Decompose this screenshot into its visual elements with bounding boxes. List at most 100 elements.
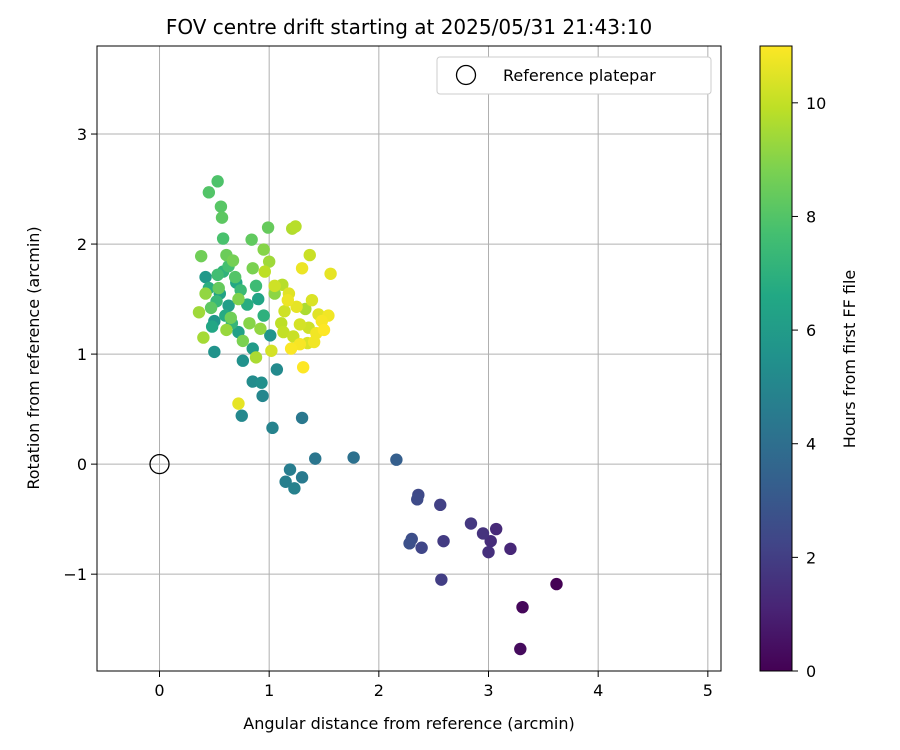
x-tick-label: 3 [483, 681, 493, 700]
data-point [415, 541, 428, 554]
data-point [295, 262, 309, 275]
y-tick-label: 0 [77, 455, 87, 474]
data-point [194, 249, 208, 263]
data-point [205, 320, 219, 333]
data-point [257, 243, 270, 256]
x-tick-label: 0 [154, 681, 164, 700]
data-point [249, 279, 263, 293]
data-point [411, 493, 424, 506]
data-point [256, 389, 269, 403]
data-point [232, 397, 245, 410]
y-tick-label: 3 [77, 125, 87, 144]
data-point [290, 300, 303, 313]
data-point [435, 573, 448, 586]
data-point [464, 517, 478, 530]
data-point [281, 293, 295, 307]
data-point [482, 545, 495, 559]
data-point [228, 270, 242, 284]
data-point [262, 255, 276, 268]
data-point [279, 475, 292, 488]
colorbar-tick-label: 6 [806, 321, 816, 340]
data-point [283, 463, 297, 476]
y-tick-label: 1 [77, 345, 87, 364]
data-point [296, 361, 310, 374]
data-point [265, 344, 278, 357]
data-point [516, 600, 529, 614]
data-point [199, 270, 212, 284]
data-point [514, 642, 527, 656]
data-point [277, 325, 290, 339]
data-point [235, 409, 248, 422]
data-point [224, 311, 237, 324]
data-point [246, 262, 259, 275]
x-tick-label: 2 [374, 681, 384, 700]
data-point [243, 317, 256, 330]
chart-title: FOV centre drift starting at 2025/05/31 … [166, 15, 652, 39]
legend-box [436, 56, 712, 95]
data-point [434, 498, 447, 512]
data-point [307, 335, 321, 349]
data-point [211, 175, 224, 188]
data-point [215, 211, 229, 224]
legend-marker-icon [455, 64, 477, 86]
data-point [268, 279, 281, 293]
data-points [192, 175, 563, 656]
data-point [214, 200, 228, 213]
data-point [211, 268, 224, 282]
x-axis-label: Angular distance from reference (arcmin) [243, 714, 574, 733]
colorbar-tick-label: 8 [806, 207, 816, 226]
plot-frame [96, 45, 722, 672]
grid-lines [97, 46, 721, 671]
data-point [347, 451, 360, 464]
data-point [289, 220, 302, 233]
legend: Reference platepar [436, 56, 712, 95]
data-point [197, 331, 210, 344]
x-tick-label: 1 [264, 681, 274, 700]
y-tick-label: −1 [63, 565, 87, 584]
data-point [204, 301, 218, 315]
data-point [258, 265, 271, 278]
data-point [390, 453, 403, 466]
data-point [252, 292, 265, 306]
data-point [489, 522, 503, 536]
data-point [550, 577, 563, 591]
data-point [236, 354, 250, 367]
data-point [216, 232, 230, 245]
data-point [403, 537, 416, 550]
data-point [254, 322, 267, 335]
data-point [293, 318, 307, 331]
data-point [226, 254, 240, 267]
data-point [212, 281, 225, 295]
colorbar-label: Hours from first FF file [840, 270, 859, 449]
data-point [192, 306, 206, 319]
y-tick-label: 2 [77, 235, 87, 254]
data-point [305, 293, 319, 307]
data-point [437, 534, 450, 548]
data-point [295, 411, 309, 425]
data-point [202, 186, 216, 199]
data-point [295, 471, 309, 484]
data-point [208, 345, 221, 359]
axis-ticks: 0 1 2 3 4 5 −1 0 1 2 3 [63, 125, 713, 700]
data-point [264, 329, 277, 342]
colorbar: 0 2 4 6 8 10 Hours from first FF file [759, 45, 859, 681]
data-point [245, 233, 258, 246]
data-point [232, 292, 245, 306]
data-point [249, 351, 263, 364]
colorbar-ticks: 0 2 4 6 8 10 [792, 94, 826, 681]
y-axis-label: Rotation from reference (arcmin) [24, 226, 43, 489]
colorbar-tick-label: 2 [806, 548, 816, 567]
colorbar-tick-label: 10 [806, 94, 826, 113]
data-point [257, 309, 270, 322]
data-point [324, 267, 337, 280]
data-point [255, 376, 268, 389]
reference-platepar-marker [149, 453, 170, 475]
data-point [504, 542, 517, 556]
data-point [236, 334, 250, 348]
data-point [284, 342, 298, 355]
data-point [261, 221, 275, 234]
colorbar-tick-label: 0 [806, 662, 816, 681]
data-point [303, 248, 316, 262]
data-point [199, 287, 212, 300]
data-point [476, 527, 490, 540]
